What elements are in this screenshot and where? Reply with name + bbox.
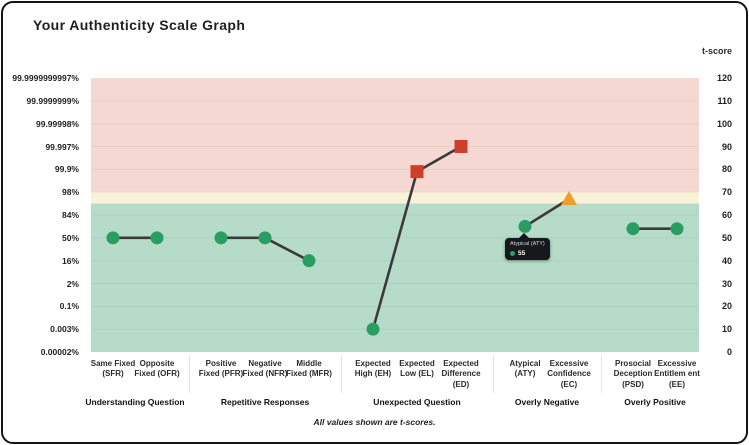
tooltip-title: Atypical (ATY) [510, 241, 545, 248]
right-axis-tick: 0 [726, 347, 732, 357]
right-axis-tick: 20 [721, 301, 732, 312]
right-axis-tick: 50 [721, 232, 732, 243]
left-axis-tick: 84% [61, 210, 79, 220]
data-point-marker-circle[interactable] [366, 322, 380, 336]
x-axis-point-label: Excessive Entitlem ent (EE) [654, 359, 700, 389]
caution-zone [91, 192, 699, 204]
x-axis-point-label: Middle Fixed (MFR) [286, 359, 332, 379]
data-point-marker-circle[interactable] [150, 231, 164, 245]
chart-plot-area: Atypical (ATY) 55 [91, 78, 699, 352]
x-axis-group-label: Understanding Question [85, 397, 185, 407]
x-axis-group-label: Repetitive Responses [220, 397, 310, 407]
x-axis-point-label: Opposite Fixed (OFR) [134, 359, 180, 379]
x-axis-point-label: Negative Fixed (NFR) [242, 359, 288, 379]
left-axis-tick: 99.9999999% [26, 95, 79, 106]
x-axis-point-label: Prosocial Deception (PSD) [613, 359, 653, 389]
data-point-marker-circle[interactable] [214, 231, 228, 245]
right-axis-tick: 110 [717, 95, 732, 106]
data-point-marker-circle[interactable] [106, 231, 120, 245]
x-axis-point-label: Atypical (ATY) [509, 359, 541, 379]
data-point-marker-circle[interactable] [518, 219, 532, 233]
left-axis-tick: 0.00002% [40, 347, 79, 357]
left-axis-tick: 99.9% [54, 164, 79, 175]
group-separator [189, 355, 190, 393]
data-point-marker-circle[interactable] [670, 222, 684, 236]
left-axis-tick: 0.003% [50, 324, 79, 335]
data-point-marker-circle[interactable] [258, 231, 272, 245]
x-axis-point-label: Expected Low (EL) [399, 359, 435, 379]
x-axis-group-label: Unexpected Question [373, 397, 461, 407]
right-axis-tick: 60 [721, 210, 732, 220]
data-point-marker-square[interactable] [454, 140, 468, 153]
left-axis-tick: 99.997% [45, 141, 79, 152]
x-axis-point-label: Expected Difference (ED) [441, 359, 481, 389]
tooltip: Atypical (ATY) 55 [505, 233, 550, 260]
x-axis-point-label: Expected High (EH) [354, 359, 392, 379]
group-separator [493, 355, 494, 393]
left-axis-tick: 50% [61, 232, 79, 243]
right-axis-title: t-score [701, 46, 732, 56]
right-axis-tick: 90 [721, 141, 732, 152]
data-point-marker-circle[interactable] [302, 254, 316, 268]
x-axis-point-label: Positive Fixed (PFR) [198, 359, 244, 379]
left-axis-tick: 99.9999999997% [12, 73, 79, 83]
right-axis-tick: 100 [716, 118, 732, 129]
right-axis-tick: 30 [721, 278, 732, 289]
series-line [523, 197, 571, 228]
data-point-marker-square[interactable] [410, 165, 424, 179]
x-axis-group-label: Overly Negative [514, 397, 580, 407]
left-axis-tick: 98% [61, 187, 79, 198]
group-separator [601, 355, 602, 393]
x-axis-group-label: Overly Positive [624, 397, 686, 407]
footnote: All values shown are t-scores. [313, 417, 436, 427]
x-axis-point-label: Same Fixed (SFR) [90, 359, 136, 379]
left-axis-tick: 0.1% [59, 301, 79, 312]
x-axis-point-label: Excessive Confidence (EC) [547, 359, 591, 389]
data-point-marker-circle[interactable] [626, 222, 640, 236]
data-point-marker-triangle[interactable] [561, 191, 577, 206]
tooltip-series-dot [510, 250, 515, 256]
page-title: Your Authenticity Scale Graph [33, 17, 246, 33]
right-axis-tick: 10 [721, 324, 732, 335]
normal-zone [91, 203, 699, 352]
right-axis-tick: 40 [721, 255, 732, 266]
left-axis-tick: 2% [66, 278, 79, 289]
chart-canvas [91, 78, 699, 352]
high-risk-zone [91, 78, 699, 193]
left-axis-tick: 99.99998% [35, 118, 79, 129]
tooltip-caret [519, 233, 529, 239]
right-axis-tick: 70 [721, 187, 732, 198]
right-axis-tick: 120 [716, 73, 732, 83]
right-axis-tick: 80 [721, 164, 732, 175]
left-axis-tick: 16% [61, 255, 79, 266]
tooltip-value: 55 [518, 249, 526, 257]
group-separator [341, 355, 342, 393]
